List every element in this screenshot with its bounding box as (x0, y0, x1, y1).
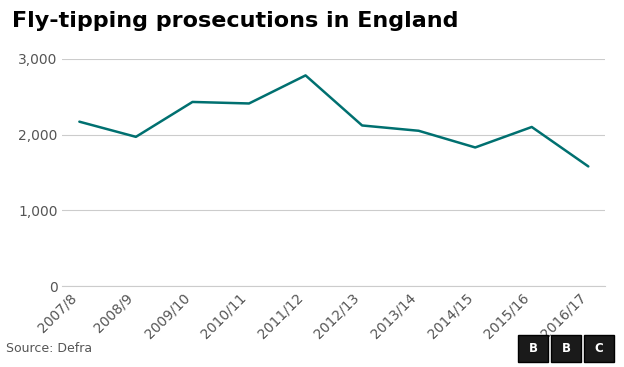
FancyBboxPatch shape (518, 335, 548, 363)
Text: Source: Defra: Source: Defra (6, 342, 92, 355)
Text: B: B (529, 342, 537, 355)
Text: B: B (562, 342, 570, 355)
Text: Fly-tipping prosecutions in England: Fly-tipping prosecutions in England (12, 11, 459, 31)
FancyBboxPatch shape (551, 335, 581, 363)
Text: C: C (595, 342, 603, 355)
FancyBboxPatch shape (584, 335, 614, 363)
